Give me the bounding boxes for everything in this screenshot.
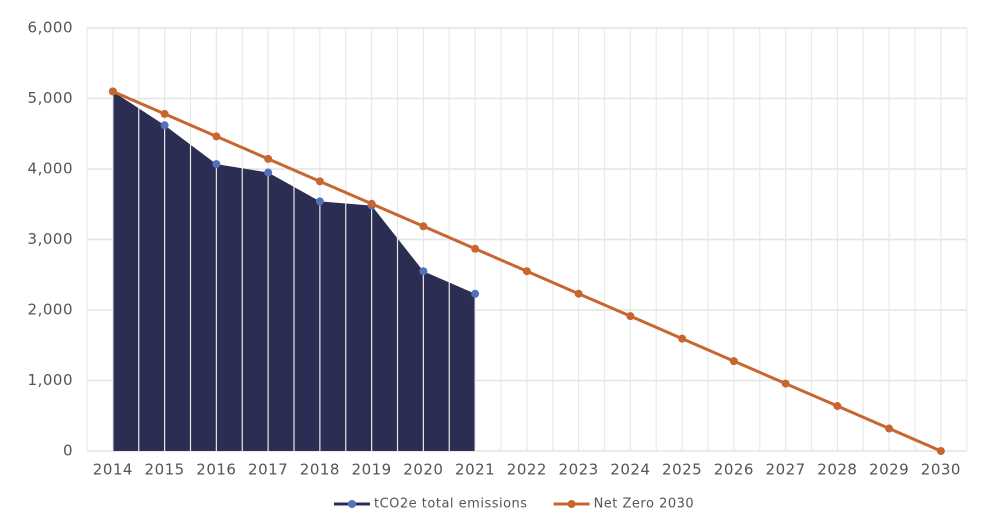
marker — [471, 289, 480, 298]
marker — [212, 132, 221, 141]
marker — [781, 379, 790, 388]
marker — [264, 154, 273, 163]
x-tick-label: 2015 — [145, 461, 185, 479]
x-tick-label: 2022 — [507, 461, 547, 479]
x-tick-label: 2019 — [352, 461, 392, 479]
marker — [212, 160, 221, 169]
marker — [885, 424, 894, 433]
legend-marker — [348, 500, 356, 508]
legend-label: Net Zero 2030 — [594, 497, 695, 512]
marker — [626, 312, 635, 321]
x-tick-label: 2027 — [766, 461, 806, 479]
x-tick-label: 2017 — [248, 461, 288, 479]
x-tick-label: 2025 — [662, 461, 702, 479]
x-tick-label: 2018 — [300, 461, 340, 479]
marker — [471, 244, 480, 253]
x-tick-label: 2016 — [196, 461, 236, 479]
y-tick-label: 4,000 — [28, 160, 73, 178]
y-tick-label: 0 — [63, 442, 73, 460]
x-tick-label: 2021 — [455, 461, 495, 479]
y-tick-label: 5,000 — [28, 89, 73, 107]
marker — [160, 121, 169, 130]
x-tick-label: 2026 — [714, 461, 754, 479]
marker — [419, 267, 428, 276]
legend-marker — [567, 500, 576, 508]
marker — [833, 402, 842, 411]
x-tick-label: 2030 — [921, 461, 961, 479]
marker — [419, 222, 428, 231]
legend-label: tCO2e total emissions — [374, 497, 528, 512]
marker — [315, 177, 324, 186]
marker — [264, 168, 273, 177]
y-tick-label: 3,000 — [28, 230, 73, 248]
y-tick-label: 6,000 — [28, 19, 73, 37]
x-tick-label: 2024 — [610, 461, 650, 479]
marker — [729, 357, 738, 366]
marker — [522, 267, 531, 276]
marker — [315, 197, 324, 206]
marker — [160, 109, 169, 118]
marker — [108, 87, 117, 96]
y-tick-label: 2,000 — [28, 301, 73, 319]
x-tick-label: 2029 — [869, 461, 909, 479]
x-tick-label: 2023 — [559, 461, 599, 479]
marker — [574, 289, 583, 298]
marker — [936, 447, 945, 455]
marker — [367, 199, 376, 208]
y-tick-label: 1,000 — [28, 371, 73, 389]
marker — [678, 334, 687, 343]
x-tick-label: 2014 — [93, 461, 133, 479]
x-tick-label: 2028 — [817, 461, 857, 479]
x-tick-label: 2020 — [403, 461, 443, 479]
